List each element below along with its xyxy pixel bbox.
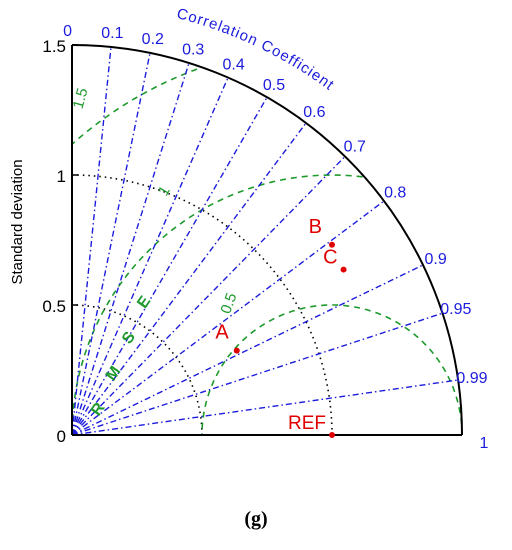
outer-arc xyxy=(71,44,463,436)
correlation-tick-label: 0.9 xyxy=(424,251,446,268)
rmse-contour-0 xyxy=(201,304,463,435)
reference-point xyxy=(329,432,335,438)
rmse-label-letter: R xyxy=(88,399,109,419)
std-tick-label: 1.5 xyxy=(42,37,66,56)
axes-layer xyxy=(71,44,463,436)
y-axis-title: Standard deviation xyxy=(9,159,26,284)
point-label-C: C xyxy=(323,247,337,269)
rmse-contour-label: 1 xyxy=(155,183,174,199)
rmse-contour-2 xyxy=(72,68,198,145)
std-tick-label: 1 xyxy=(57,167,66,186)
correlation-ray-3 xyxy=(71,62,190,436)
correlation-tick-label: 0.5 xyxy=(263,77,285,94)
correlation-tick-label: 0.1 xyxy=(101,25,123,42)
correlation-tick-label: 0.4 xyxy=(222,57,244,74)
correlation-tick-label: 0 xyxy=(63,23,72,40)
rmse-contour-label: 0.5 xyxy=(217,291,240,316)
correlation-ray-5 xyxy=(71,96,268,436)
correlation-tick-label: 0.6 xyxy=(303,104,325,121)
points-layer: REF A BC xyxy=(215,216,347,438)
correlation-tick-label: 0.8 xyxy=(384,185,406,202)
correlation-tick-label: 0.3 xyxy=(182,42,204,59)
std-arc-1 xyxy=(71,174,333,436)
rmse-label-letter: M xyxy=(103,363,125,384)
std-tick-label: 0 xyxy=(57,427,66,446)
point-label-B: B xyxy=(309,216,322,238)
correlation-ray-11 xyxy=(71,379,459,436)
correlation-ray-6 xyxy=(71,122,307,436)
grid-layer xyxy=(71,46,463,436)
point-A xyxy=(233,347,240,354)
correlation-tick-label: 0.2 xyxy=(142,31,164,48)
correlation-ray-4 xyxy=(71,77,229,436)
std-tick-label: 0.5 xyxy=(42,297,66,316)
correlation-ray-1 xyxy=(71,46,112,436)
rmse-contour-label: 1.5 xyxy=(70,86,92,111)
figure-label: (g) xyxy=(244,508,268,530)
correlation-tick-label: 0.7 xyxy=(344,138,366,155)
correlation-ray-8 xyxy=(71,200,385,436)
correlation-tick-label: 1 xyxy=(480,435,489,452)
correlation-tick-label: 0.99 xyxy=(456,370,487,387)
point-B xyxy=(328,241,335,248)
reference-label: REF xyxy=(288,413,326,434)
correlation-tick-label: 0.95 xyxy=(440,301,471,318)
point-C xyxy=(340,266,347,273)
point-label-A: A xyxy=(215,322,229,344)
rmse-label-letter: E xyxy=(134,293,154,312)
correlation-ray-9 xyxy=(71,264,424,436)
correlation-ray-7 xyxy=(71,155,346,436)
correlation-ray-10 xyxy=(71,312,443,436)
std-arc-0 xyxy=(71,304,203,436)
rmse-label-letter: S xyxy=(119,329,139,348)
correlation-ray-2 xyxy=(71,52,151,436)
rmse-contour-1 xyxy=(71,174,363,436)
